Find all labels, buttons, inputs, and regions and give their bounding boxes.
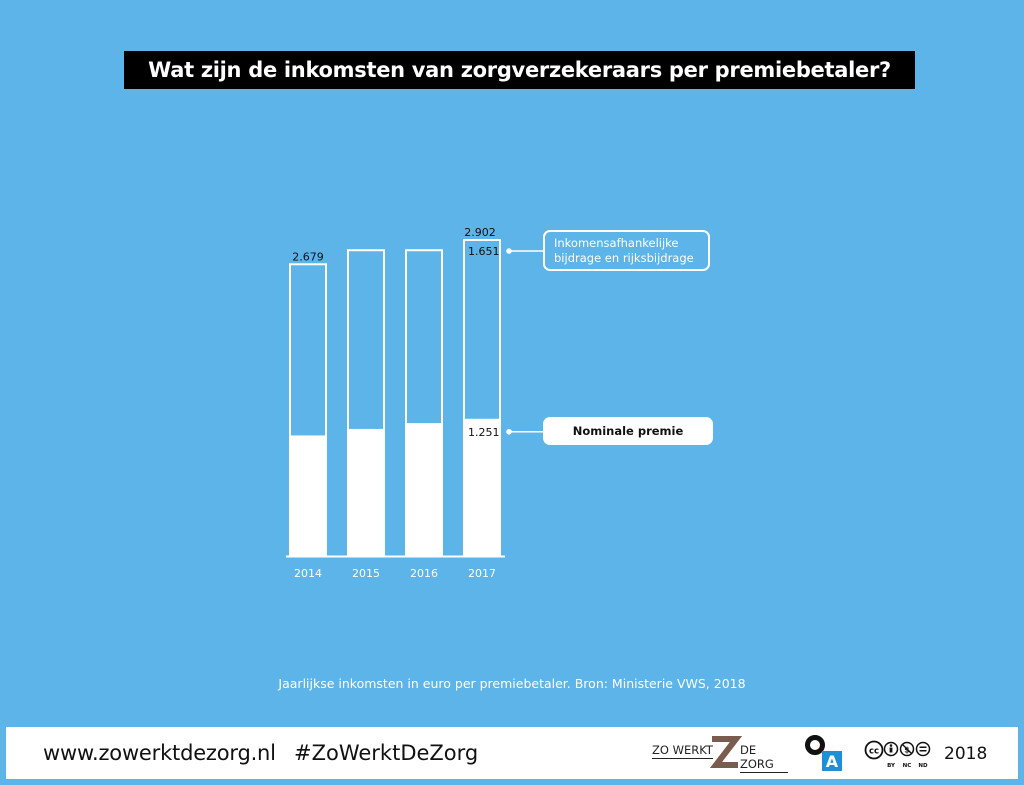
bar-bottom-2017 bbox=[463, 419, 501, 556]
cc-nc-label: NC bbox=[903, 763, 912, 769]
data-label-income-2017: 1.651 bbox=[468, 245, 500, 258]
cc-nd-label: ND bbox=[918, 763, 928, 769]
data-label-total-2017: 2.902 bbox=[464, 226, 496, 239]
hashtag: #ZoWerktDeZorg bbox=[294, 741, 479, 765]
data-label-premium-2017: 1.251 bbox=[468, 426, 500, 439]
footer: www.zowerktdezorg.nl #ZoWerktDeZorg ZO W… bbox=[6, 727, 1018, 779]
cc-by-label: BY bbox=[887, 763, 896, 769]
oa-logo-icon: A bbox=[805, 735, 842, 771]
callout-income: Inkomensafhankelijke bijdrage en rijksbi… bbox=[543, 230, 710, 271]
footer-year: 2018 bbox=[944, 744, 988, 764]
z-icon bbox=[709, 736, 742, 768]
bar-bottom-2015 bbox=[347, 429, 385, 556]
x-tick-label: 2017 bbox=[468, 567, 496, 580]
bar-upper-2014 bbox=[289, 263, 327, 438]
bar-bottom-2016 bbox=[405, 424, 443, 556]
bar-upper-2016 bbox=[405, 249, 443, 426]
x-tick-label: 2016 bbox=[410, 567, 438, 580]
source-note: Jaarlijkse inkomsten in euro per premieb… bbox=[278, 676, 746, 691]
oa-letter: A bbox=[826, 752, 839, 771]
bar-upper-2017 bbox=[463, 239, 501, 421]
zowerktdezorg-logo: ZO WERKT DE ZORG bbox=[648, 735, 788, 773]
callout-income-line1: Inkomensafhankelijke bbox=[554, 236, 679, 250]
x-tick-label: 2015 bbox=[352, 567, 380, 580]
bar-bottom-2014 bbox=[289, 436, 327, 556]
stacked-bar-chart: 2014 2015 2016 2017 2.679 2.902 1.651 1.251 bbox=[286, 226, 543, 580]
logo-right-text: DE ZORG bbox=[740, 743, 788, 773]
creative-commons-icon: cc $ BY NC ND bbox=[864, 740, 931, 769]
svg-text:cc: cc bbox=[869, 747, 879, 757]
x-tick-label: 2014 bbox=[294, 567, 322, 580]
data-label-total-2014: 2.679 bbox=[292, 250, 324, 263]
chart-title: Wat zijn de inkomsten van zorgverzekeraa… bbox=[124, 51, 915, 89]
logo-left-text: ZO WERKT bbox=[652, 743, 713, 759]
callout-premium: Nominale premie bbox=[543, 417, 713, 445]
bar-upper-2015 bbox=[347, 249, 385, 431]
website-link[interactable]: www.zowerktdezorg.nl bbox=[43, 741, 276, 765]
callout-income-line2: bijdrage en rijksbijdrage bbox=[554, 251, 694, 265]
